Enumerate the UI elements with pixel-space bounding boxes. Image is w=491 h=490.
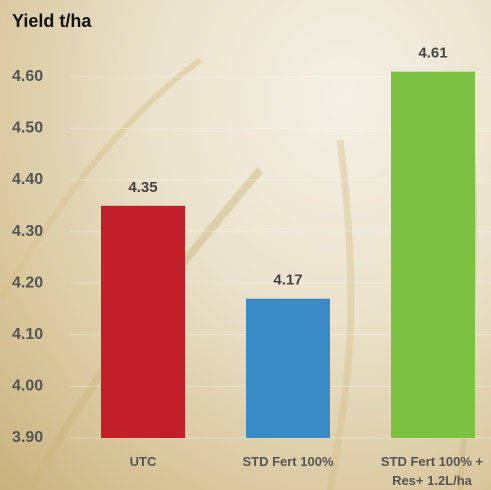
x-tick-label: STD Fert 100% — [229, 452, 347, 471]
y-tick-label: 3.90 — [12, 429, 43, 446]
chart-title: Yield t/ha — [12, 11, 92, 31]
y-tick-label: 4.30 — [12, 223, 43, 240]
bar — [101, 206, 185, 438]
y-tick-label: 4.20 — [12, 274, 43, 291]
chart: Yield t/ha 3.90 4.00 4.10 4.20 4.30 4.40 4.50 4… — [0, 0, 491, 490]
x-tick-label: STD Fert 100% + Res+ 1.2L/ha — [373, 452, 491, 490]
y-tick-label: 4.10 — [12, 326, 43, 343]
y-tick-label: 4.50 — [12, 120, 43, 137]
data-label: 4.35 — [128, 179, 157, 196]
bar — [391, 72, 475, 438]
y-tick-label: 4.00 — [12, 378, 43, 395]
y-tick-label: 4.60 — [12, 68, 43, 85]
plot: Yield t/ha 3.90 4.00 4.10 4.20 4.30 4.40 4.50 4… — [0, 0, 491, 490]
x-tick-label: UTC — [84, 452, 202, 471]
data-label: 4.61 — [418, 45, 447, 62]
data-label: 4.17 — [273, 272, 302, 289]
y-tick-label: 4.40 — [12, 171, 43, 188]
bar — [246, 299, 330, 438]
